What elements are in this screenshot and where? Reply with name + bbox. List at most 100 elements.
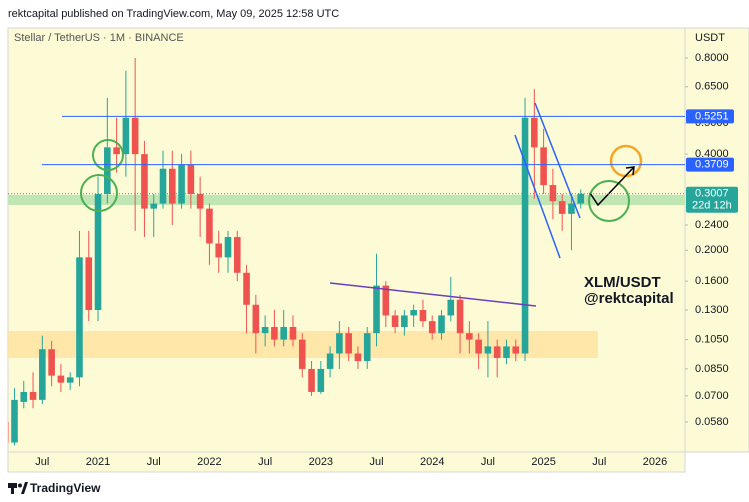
x-tick-label: Jul: [258, 456, 272, 468]
candle-body: [363, 333, 371, 362]
y-tick-label: 0.2400: [695, 219, 729, 231]
candle-body: [66, 377, 74, 383]
candle-body: [215, 243, 223, 258]
candle-body: [39, 349, 46, 400]
level-label-box: [686, 109, 734, 124]
price-axis: [684, 27, 749, 453]
candle-body: [549, 185, 557, 202]
candle-body: [568, 203, 575, 214]
symbol-title: Stellar / TetherUS · 1M · BINANCE: [14, 32, 184, 44]
candle-body: [493, 346, 501, 358]
y-tick-label: 0.1600: [695, 275, 729, 287]
candle-body: [428, 321, 436, 334]
candle-body: [20, 391, 28, 402]
candle-body: [466, 333, 473, 340]
y-tick-label: 0.2000: [695, 244, 729, 256]
candle-body: [419, 310, 427, 322]
x-tick-label: 2021: [86, 456, 110, 468]
candle-body: [512, 346, 520, 354]
x-tick-label: Jul: [481, 456, 495, 468]
candle-body: [85, 257, 93, 311]
candle-body: [354, 353, 362, 362]
x-tick-label: Jul: [369, 456, 383, 468]
y-tick-label: 0.0850: [695, 363, 729, 375]
last-price-label: 0.3007: [695, 188, 729, 200]
level-label-box: [686, 157, 734, 172]
level-label: 0.5251: [695, 110, 729, 122]
circle: [92, 139, 124, 171]
candle-body: [141, 154, 148, 209]
candle-body: [57, 375, 65, 383]
x-tick-label: Jul: [35, 456, 49, 468]
trendline: [329, 282, 537, 307]
candle-body: [438, 315, 445, 334]
candle-body: [8, 421, 9, 443]
candle-body: [243, 272, 250, 305]
candle-body: [345, 333, 352, 354]
candles: [8, 57, 585, 446]
header: rektcapital published on TradingView.com…: [8, 8, 339, 20]
wedge-line: [514, 134, 561, 259]
candle-body: [382, 285, 390, 316]
candle-body: [298, 339, 306, 369]
candle-body: [531, 117, 538, 148]
candle-body: [336, 333, 343, 354]
candle-body: [317, 368, 325, 392]
x-tick-label: 2024: [420, 456, 444, 468]
currency: USDT: [695, 32, 725, 44]
candle-body: [308, 368, 315, 392]
footer: TradingView: [30, 481, 101, 495]
axis-layer: 0.80000.65000.50000.40000.24000.20000.16…: [8, 52, 738, 468]
plot-area: [7, 27, 686, 453]
candle-body: [401, 315, 408, 328]
candle-body: [280, 327, 287, 340]
candle-body: [196, 194, 204, 209]
candle-body: [577, 193, 585, 204]
candle-body: [410, 310, 417, 316]
candle-body: [326, 353, 334, 369]
y-tick-label: 0.6500: [695, 81, 729, 93]
candle-body: [540, 147, 547, 186]
candle-body: [159, 168, 167, 204]
countdown: 22d 12h: [692, 200, 732, 212]
y-tick-label: 0.1300: [695, 304, 729, 316]
y-tick-label: 0.0700: [695, 390, 729, 402]
annotation: @rektcapital: [584, 290, 674, 307]
candle-body: [233, 237, 241, 273]
candle-body: [289, 327, 297, 340]
last-price-box: [686, 186, 738, 213]
candle-body: [29, 391, 37, 400]
candle-body: [150, 203, 158, 209]
candle-body: [558, 201, 566, 214]
time-axis: [7, 451, 686, 473]
arrow-head: [625, 166, 635, 176]
logo-shape: [21, 482, 28, 494]
arrow: [589, 166, 635, 207]
x-tick-label: 2022: [197, 456, 221, 468]
candle-body: [122, 117, 130, 155]
y-tick-label: 0.1050: [695, 334, 729, 346]
x-tick-label: 2023: [309, 456, 333, 468]
logo-shape: [18, 483, 22, 488]
candle-body: [521, 117, 529, 354]
candle-body: [475, 339, 482, 354]
footer-logo: [8, 482, 28, 494]
candle-body: [131, 117, 139, 155]
circle: [588, 180, 630, 222]
candle-body: [261, 327, 269, 334]
logo-shape: [11, 483, 14, 494]
candle-body: [187, 164, 195, 195]
x-tick-label: 2025: [531, 456, 555, 468]
candle-body: [484, 346, 492, 354]
candle-body: [503, 346, 510, 358]
candle-body: [76, 257, 83, 378]
drawings: [80, 102, 643, 307]
candle-body: [11, 399, 18, 443]
candle-body: [271, 327, 278, 340]
candle-body: [373, 285, 380, 334]
candle-body: [178, 164, 185, 204]
annotation: XLM/USDT: [584, 274, 661, 291]
candle-body: [456, 299, 464, 334]
candle-body: [391, 315, 399, 328]
